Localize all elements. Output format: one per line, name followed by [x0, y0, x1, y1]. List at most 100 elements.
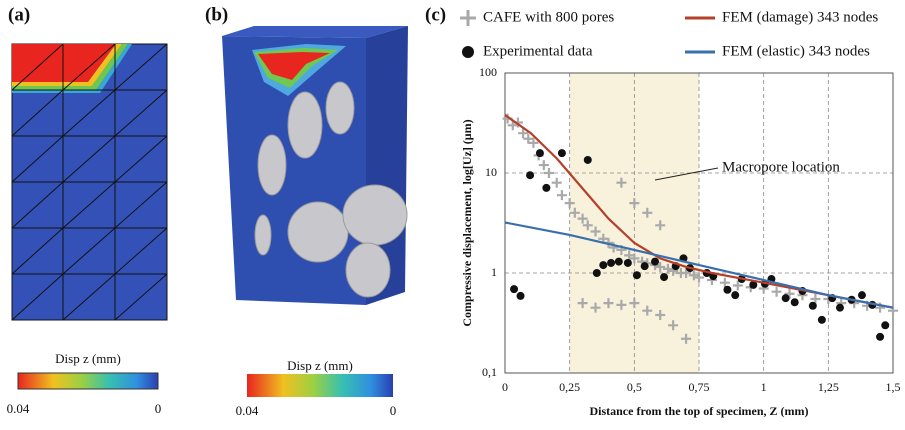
- experimental-point: [881, 321, 890, 330]
- x-axis-label: Distance from the top of specimen, Z (mm…: [589, 404, 808, 418]
- annotation-leader: [654, 167, 719, 181]
- x-tick-label: 0,75: [689, 380, 710, 394]
- experimental-point: [542, 183, 551, 192]
- legend-marker: [462, 46, 474, 58]
- annotation: Macropore location: [722, 159, 840, 175]
- cafe-point: [655, 310, 666, 321]
- x-tick-label: 1,25: [818, 380, 839, 394]
- specimen-render: [222, 26, 408, 305]
- cafe-point: [523, 133, 534, 144]
- legend-label: CAFE with 800 pores: [483, 9, 614, 25]
- cafe-point: [556, 190, 567, 201]
- experimental-point: [731, 291, 740, 300]
- x-tick-label: 1: [761, 380, 767, 394]
- cafe-point: [590, 226, 601, 237]
- panel-label: (b): [205, 4, 228, 25]
- mesh: [11, 43, 168, 321]
- experimental-point: [607, 258, 616, 267]
- legend-label: FEM (elastic) 343 nodes: [722, 43, 870, 59]
- legend-label: FEM (damage) 343 nodes: [722, 9, 878, 25]
- y-axis-label: Compressive displacement, log[Uz] (μm): [460, 119, 474, 326]
- experimental-point: [876, 332, 885, 341]
- y-tick-label: 0,1: [482, 365, 497, 379]
- x-tick-label: 1,5: [886, 380, 901, 394]
- x-tick-label: 0,5: [627, 380, 642, 394]
- experimental-point: [749, 280, 758, 289]
- cafe-point: [629, 253, 640, 264]
- experimental-point: [614, 257, 623, 266]
- experimental-point: [651, 257, 660, 266]
- cafe-point: [810, 293, 821, 304]
- cafe-point: [616, 299, 627, 310]
- experimental-point: [526, 171, 535, 180]
- colorbar-title: Disp z (mm): [55, 351, 121, 366]
- experimental-point: [599, 261, 608, 270]
- cafe-point: [543, 168, 554, 178]
- experimental-point: [781, 294, 790, 303]
- experimental-point: [835, 303, 844, 312]
- x-tick-label: 0,25: [559, 380, 580, 394]
- colorbar-tick-label: 0: [155, 401, 162, 416]
- experimental-point: [723, 285, 732, 294]
- cafe-point: [507, 120, 518, 131]
- cafe-point: [784, 288, 795, 299]
- colorbar-tick-label: 0.04: [236, 403, 259, 418]
- colorbar-tick-label: 0: [390, 403, 397, 418]
- panel-label: (a): [8, 4, 30, 25]
- cafe-point: [538, 160, 549, 171]
- experimental-point: [592, 269, 601, 277]
- cafe-point: [681, 268, 692, 278]
- y-tick-label: 1: [491, 265, 497, 279]
- cafe-point: [688, 270, 699, 281]
- cafe-point: [681, 333, 692, 344]
- colorbar-tick-label: 0.04: [7, 401, 30, 416]
- cafe-point: [719, 277, 730, 288]
- cafe-point: [642, 207, 653, 218]
- cafe-point: [551, 177, 562, 188]
- experimental-point: [640, 262, 649, 271]
- cafe-point: [569, 207, 580, 218]
- cafe-point: [518, 128, 529, 139]
- experimental-point: [632, 271, 641, 280]
- experimental-point: [857, 291, 866, 300]
- fem-line: [504, 221, 894, 309]
- cafe-point: [655, 220, 666, 231]
- cafe-point: [577, 298, 588, 309]
- experimental-point: [535, 149, 544, 158]
- cafe-point: [590, 302, 601, 313]
- experimental-point: [623, 258, 632, 267]
- cafe-point: [564, 198, 575, 209]
- panel-label: (c): [425, 4, 446, 25]
- cafe-point: [603, 298, 614, 309]
- experimental-point: [557, 149, 566, 158]
- experimental-point: [790, 298, 799, 307]
- colorbar-title: Disp z (mm): [287, 358, 353, 373]
- legend-marker: [460, 10, 476, 26]
- cafe-point: [732, 280, 743, 291]
- cafe-point: [642, 305, 653, 316]
- cafe-point: [771, 286, 782, 297]
- cafe-point: [662, 263, 673, 274]
- fem-line: [504, 114, 894, 309]
- cafe-point: [577, 213, 588, 224]
- experimental-point: [817, 315, 826, 324]
- colorbar: [247, 374, 393, 397]
- cafe-point: [528, 137, 539, 148]
- cafe-point: [629, 198, 640, 209]
- cafe-point: [668, 320, 679, 331]
- cafe-point: [582, 220, 593, 231]
- cafe-point: [629, 298, 640, 309]
- y-tick-label: 10: [485, 165, 497, 179]
- experimental-point: [510, 285, 519, 294]
- x-tick-label: 0: [502, 380, 508, 394]
- colorbar: [17, 372, 159, 390]
- experimental-point: [583, 155, 592, 164]
- experimental-point: [516, 291, 525, 300]
- legend-label: Experimental data: [483, 43, 593, 59]
- experimental-point: [808, 301, 817, 310]
- cafe-point: [655, 261, 666, 272]
- cafe-point: [624, 250, 635, 261]
- y-tick-label: 100: [479, 65, 497, 79]
- cafe-point: [616, 177, 627, 188]
